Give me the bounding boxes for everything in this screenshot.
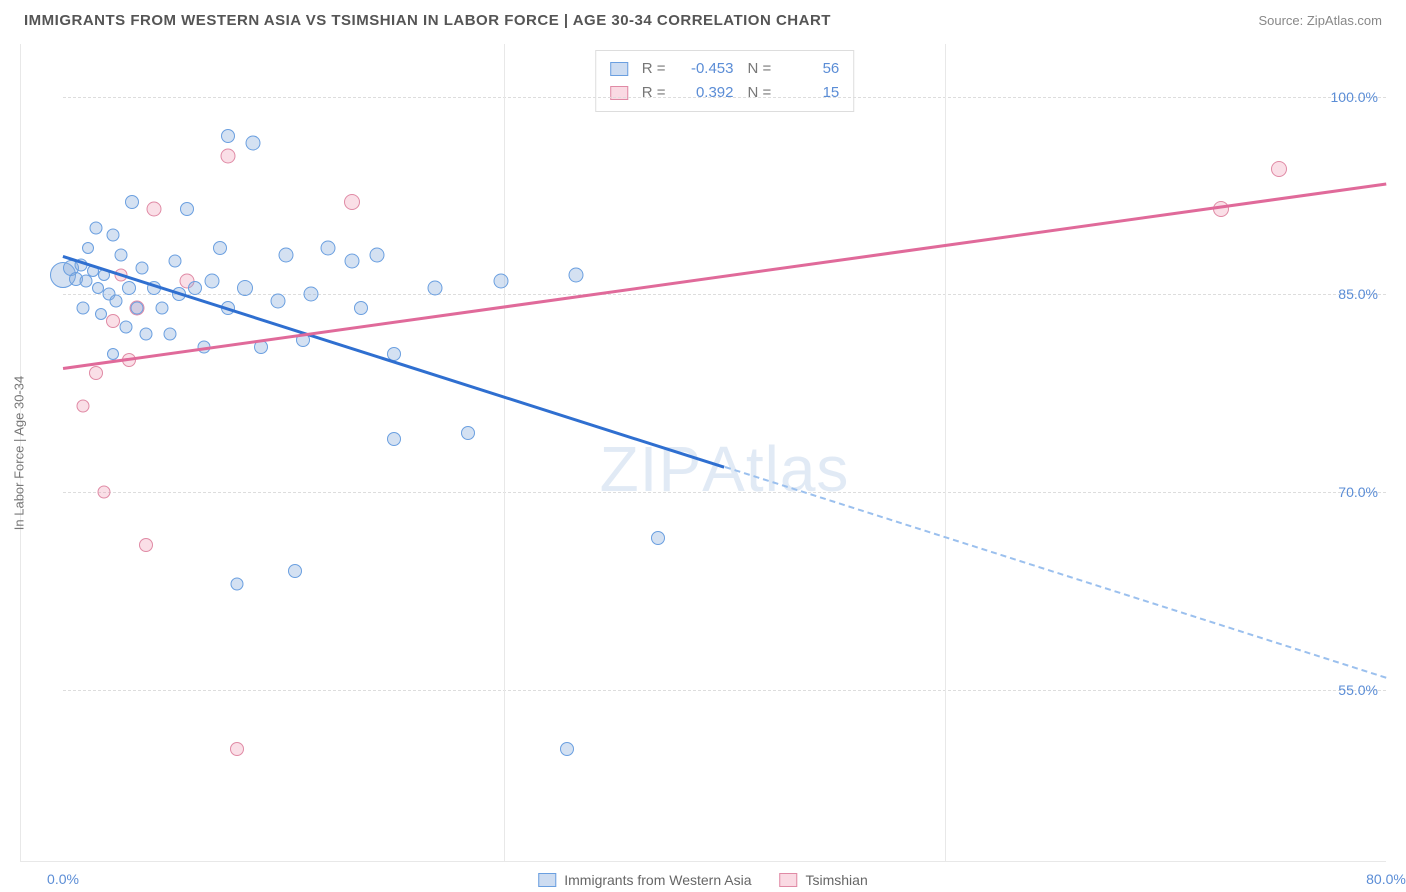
data-point xyxy=(651,531,665,545)
y-tick-label: 85.0% xyxy=(1338,286,1378,302)
chart-title: IMMIGRANTS FROM WESTERN ASIA VS TSIMSHIA… xyxy=(24,12,831,29)
data-point xyxy=(370,247,385,262)
data-point xyxy=(204,274,219,289)
data-point xyxy=(1271,161,1287,177)
data-point xyxy=(107,348,119,360)
y-tick-label: 100.0% xyxy=(1331,89,1378,105)
swatch-blue-icon xyxy=(538,873,556,887)
data-point xyxy=(139,327,152,340)
x-tick-label: 0.0% xyxy=(47,871,79,887)
chart-header: IMMIGRANTS FROM WESTERN ASIA VS TSIMSHIA… xyxy=(0,0,1406,37)
data-point xyxy=(164,327,177,340)
data-point xyxy=(213,241,227,255)
chart-container: In Labor Force | Age 30-34 ZIPAtlas R = … xyxy=(20,44,1386,862)
gridline-h xyxy=(63,690,1386,691)
data-point xyxy=(461,426,475,440)
data-point xyxy=(344,194,360,210)
data-point xyxy=(109,294,122,307)
data-point xyxy=(89,366,103,380)
legend-item-pink: Tsimshian xyxy=(780,872,868,888)
swatch-pink-icon xyxy=(610,86,628,100)
data-point xyxy=(106,229,119,242)
y-tick-label: 70.0% xyxy=(1338,484,1378,500)
source-attribution: Source: ZipAtlas.com xyxy=(1258,13,1382,28)
data-point xyxy=(156,301,169,314)
data-point xyxy=(76,301,89,314)
data-point xyxy=(221,129,235,143)
correlation-legend: R = -0.453 N = 56 R = 0.392 N = 15 xyxy=(595,50,855,112)
data-point xyxy=(131,301,144,314)
data-point xyxy=(125,195,139,209)
data-point xyxy=(246,135,261,150)
data-point xyxy=(428,280,443,295)
data-point xyxy=(188,281,202,295)
data-point xyxy=(98,486,111,499)
data-point xyxy=(560,742,574,756)
swatch-pink-icon xyxy=(780,873,798,887)
data-point xyxy=(92,282,104,294)
legend-item-blue: Immigrants from Western Asia xyxy=(538,872,751,888)
gridline-h xyxy=(63,492,1386,493)
data-point xyxy=(494,274,509,289)
legend-row-blue: R = -0.453 N = 56 xyxy=(610,57,840,81)
trend-line xyxy=(63,182,1386,369)
data-point xyxy=(230,742,244,756)
y-tick-label: 55.0% xyxy=(1338,682,1378,698)
x-tick-label: 80.0% xyxy=(1366,871,1406,887)
data-point xyxy=(80,275,93,288)
data-point xyxy=(230,578,243,591)
gridline-h xyxy=(63,294,1386,295)
data-point xyxy=(119,321,132,334)
data-point xyxy=(139,538,153,552)
data-point xyxy=(180,202,194,216)
data-point xyxy=(237,280,253,296)
data-point xyxy=(288,564,302,578)
data-point xyxy=(122,281,136,295)
data-point xyxy=(387,432,401,446)
data-point xyxy=(114,248,127,261)
legend-row-pink: R = 0.392 N = 15 xyxy=(610,81,840,105)
legend-label: Immigrants from Western Asia xyxy=(564,872,751,888)
gridline-h xyxy=(63,97,1386,98)
data-point xyxy=(345,254,360,269)
data-point xyxy=(279,247,294,262)
trend-line xyxy=(724,466,1386,679)
gridline-v xyxy=(504,44,505,861)
data-point xyxy=(270,293,285,308)
data-point xyxy=(320,241,335,256)
data-point xyxy=(90,222,103,235)
swatch-blue-icon xyxy=(610,62,628,76)
data-point xyxy=(76,400,89,413)
data-point xyxy=(106,314,120,328)
data-point xyxy=(169,255,182,268)
data-point xyxy=(304,287,319,302)
series-legend: Immigrants from Western Asia Tsimshian xyxy=(538,872,868,888)
gridline-v xyxy=(945,44,946,861)
legend-label: Tsimshian xyxy=(806,872,868,888)
data-point xyxy=(568,267,583,282)
y-axis-label: In Labor Force | Age 30-34 xyxy=(12,375,27,529)
data-point xyxy=(136,262,149,275)
data-point xyxy=(146,201,161,216)
data-point xyxy=(221,149,236,164)
data-point xyxy=(95,308,107,320)
plot-area: ZIPAtlas R = -0.453 N = 56 R = 0.392 N =… xyxy=(63,44,1386,861)
data-point xyxy=(82,242,94,254)
data-point xyxy=(354,301,368,315)
